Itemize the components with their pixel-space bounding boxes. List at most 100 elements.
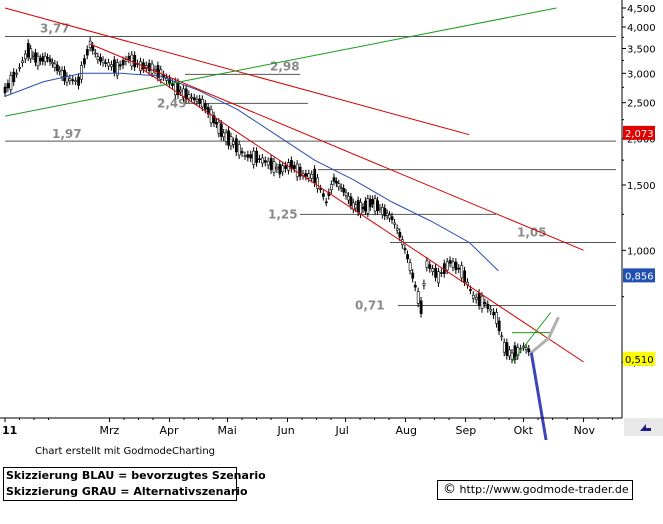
candle-body <box>460 265 464 279</box>
candle-body <box>184 88 188 100</box>
candle-body <box>469 289 472 291</box>
candle-body <box>101 59 105 64</box>
candle-body <box>83 58 86 65</box>
candle-body <box>275 166 279 170</box>
candle-body <box>463 270 467 283</box>
candle-body <box>53 63 57 68</box>
candle-body <box>371 199 375 205</box>
price-tag <box>623 268 655 283</box>
x-tick-label: Nov <box>574 424 596 437</box>
candle-body <box>60 70 64 78</box>
candle-body <box>252 150 256 165</box>
candle-body <box>510 352 514 360</box>
candle-body <box>451 261 455 268</box>
candle-body <box>104 62 108 64</box>
green-trendline <box>511 312 552 363</box>
candle-body <box>378 207 382 210</box>
candle-body <box>393 222 397 225</box>
candle-body <box>46 57 50 59</box>
candle-body <box>457 267 461 270</box>
lines-layer <box>4 7 584 440</box>
candle-body <box>342 187 346 193</box>
candle-body <box>272 161 276 173</box>
candle-body <box>359 202 363 215</box>
candle-body <box>292 165 296 169</box>
candle-body <box>63 69 67 82</box>
candle-body <box>113 59 116 73</box>
candle-body <box>304 173 308 177</box>
candle-body <box>21 60 24 64</box>
candle-body <box>413 284 417 288</box>
candle-body <box>3 86 7 94</box>
candle-body <box>388 214 392 219</box>
candle-body <box>258 158 261 161</box>
candle-body <box>381 207 384 215</box>
candle-body <box>373 198 377 212</box>
candle-body <box>385 213 389 216</box>
candle-body <box>284 165 288 169</box>
legend-gray: Skizzierung GRAU = Alternativszenario <box>6 485 248 498</box>
candle-body <box>295 163 299 178</box>
nav-arrow-icon[interactable] <box>624 418 663 436</box>
chart-credit: Chart erstellt mit GodmodeCharting <box>35 446 215 457</box>
candle-body <box>486 303 490 309</box>
candle-body <box>91 45 95 51</box>
candle-body <box>483 302 487 305</box>
candle-body <box>448 260 452 264</box>
y-tick-label: 3,000 <box>627 69 656 80</box>
candle-body <box>51 62 54 64</box>
candle-body <box>48 58 52 62</box>
y-tick-label: 4,500 <box>627 4 656 15</box>
candle-body <box>255 150 259 163</box>
candle-body <box>26 43 30 58</box>
candle-body <box>266 161 270 166</box>
candle-body <box>192 97 196 101</box>
candle-body <box>31 54 35 57</box>
candle-body <box>422 283 426 286</box>
candle-body <box>339 187 343 189</box>
legend-blue: Skizzierung BLAU = bevorzugtes Szenario <box>6 469 266 482</box>
candle-body <box>179 89 183 93</box>
candle-body <box>408 262 412 271</box>
candle-body <box>428 264 432 269</box>
moving-average-line <box>4 72 499 272</box>
y-tick-label: 4,000 <box>627 23 656 34</box>
copyright-icon: © <box>443 482 456 497</box>
candle-body <box>474 297 478 300</box>
candle-body <box>133 55 137 68</box>
candle-body <box>127 56 131 60</box>
candle-body <box>80 64 83 80</box>
candle-body <box>505 342 509 356</box>
x-tick-label: Jun <box>277 424 295 437</box>
y-tick-label: 2,000 <box>627 135 656 146</box>
candle-body <box>121 60 125 66</box>
candle-body <box>361 206 365 210</box>
scenario-legend: Skizzierung BLAU = bevorzugtes Szenario … <box>3 467 266 501</box>
url-text[interactable]: http://www.godmode-trader.de <box>459 483 629 496</box>
candle-body <box>349 196 353 206</box>
candle-body <box>12 71 16 83</box>
candle-body <box>524 347 528 350</box>
source-url[interactable]: © http://www.godmode-trader.de <box>437 480 633 500</box>
candle-body <box>527 348 531 353</box>
candle-body <box>182 88 185 98</box>
candle-body <box>234 138 238 153</box>
candle-body <box>6 83 10 89</box>
green-trendline <box>4 7 557 117</box>
candle-body <box>36 55 40 67</box>
candle-body <box>58 69 62 72</box>
candle-body <box>398 232 402 238</box>
candle-body <box>246 154 250 158</box>
candle-body <box>115 62 119 76</box>
candle-body <box>403 248 407 251</box>
y-tick-label: 3,500 <box>627 44 656 55</box>
candle-body <box>356 200 360 213</box>
candle-body <box>480 295 484 309</box>
candle-body <box>445 261 449 271</box>
candle-body <box>147 62 151 72</box>
candle-body <box>330 184 333 191</box>
x-tick-label: Jul <box>335 424 349 437</box>
candle-body <box>278 164 282 175</box>
candle-body <box>406 254 409 260</box>
